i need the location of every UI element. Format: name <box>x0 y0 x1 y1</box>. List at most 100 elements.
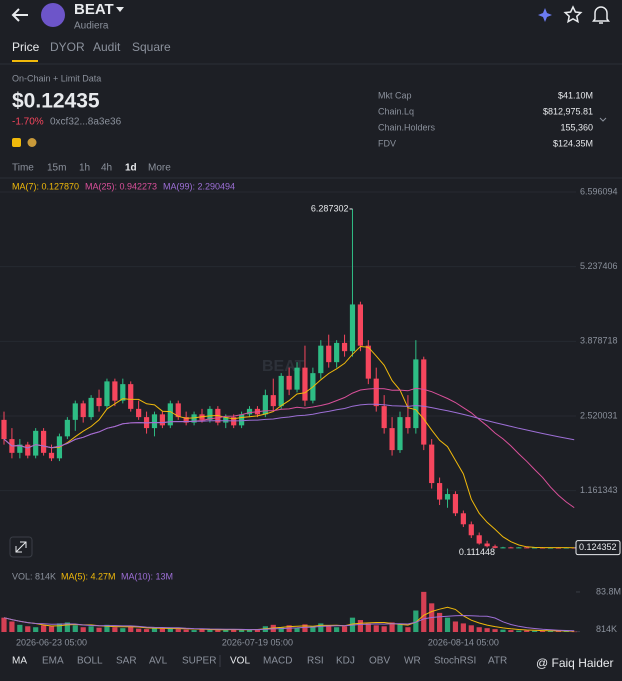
indicator-tab[interactable]: SAR <box>116 656 137 667</box>
candle-body <box>524 547 530 549</box>
volume-bar <box>199 629 205 632</box>
favorite-button[interactable] <box>563 5 583 24</box>
volume-bar <box>508 630 514 632</box>
volume-bar <box>365 623 371 632</box>
interval[interactable]: 1d <box>125 163 137 174</box>
ma-line <box>3 345 575 549</box>
indicator-tab[interactable]: StochRSI <box>434 656 476 667</box>
indicator-tab[interactable]: MACD <box>263 656 292 667</box>
volume-bar <box>341 626 348 632</box>
volume-bar <box>215 630 221 632</box>
candle-body <box>239 414 245 426</box>
indicator-tab[interactable]: MA <box>12 656 27 667</box>
candle-body <box>508 547 514 549</box>
volume-bar <box>492 629 498 632</box>
candle-body <box>357 304 363 346</box>
candle-body <box>349 304 356 352</box>
volume-ma-line <box>3 614 575 632</box>
tab[interactable]: Audit <box>93 40 121 54</box>
stat-value: $41.10M <box>558 90 593 100</box>
y-tick-label: 3.878718 <box>580 336 618 346</box>
badge <box>12 138 21 147</box>
interval[interactable]: Time <box>12 163 34 174</box>
candle-body <box>381 406 387 429</box>
fullscreen-bg[interactable] <box>9 536 33 558</box>
volume-ma-label: MA(5): 4.27M <box>61 571 116 581</box>
volume-bar <box>1 617 7 632</box>
indicator-tab[interactable]: RSI <box>307 656 324 667</box>
contract-address[interactable]: 0xcf32...8a3e36 <box>50 117 122 128</box>
indicator-tab[interactable]: BOLL <box>77 656 103 667</box>
low-label: 0.111448 <box>459 547 495 557</box>
y-tick-label: 5.237406 <box>580 261 618 271</box>
indicator-tab[interactable]: WR <box>404 656 421 667</box>
ai-button[interactable] <box>538 8 552 22</box>
indicator-tab[interactable]: SUPER <box>182 656 216 667</box>
volume-tick-label: 814K <box>596 624 617 634</box>
alert-button[interactable] <box>592 6 610 24</box>
volume-bar <box>357 620 363 632</box>
data-source[interactable]: On-Chain + Limit Data <box>12 73 101 83</box>
fullscreen-button[interactable] <box>15 541 27 553</box>
indicator-tab[interactable]: VOL <box>230 656 250 667</box>
volume-bar <box>231 629 237 632</box>
token-name: BEAT <box>74 1 114 18</box>
candle-body <box>405 417 411 429</box>
volume-bar <box>389 622 395 632</box>
interval[interactable]: More <box>148 163 171 174</box>
volume-bar <box>539 631 546 632</box>
tab[interactable]: DYOR <box>50 40 85 54</box>
volume-bar <box>310 626 316 632</box>
candle-body <box>278 375 284 407</box>
candle-body <box>136 408 142 418</box>
volume-bar <box>25 626 31 632</box>
candle-body <box>159 414 165 426</box>
indicator-tab[interactable]: EMA <box>42 656 64 667</box>
volume-bar <box>326 625 332 632</box>
volume-bar <box>437 612 443 632</box>
volume-bar <box>532 630 538 632</box>
badge <box>27 138 37 147</box>
tab[interactable]: Price <box>12 40 40 54</box>
candle-body <box>183 417 189 423</box>
stat-label: FDV <box>378 138 396 148</box>
volume-bar <box>56 623 63 632</box>
last-price: 0.124352 <box>579 542 617 552</box>
indicator-tab[interactable]: KDJ <box>336 656 355 667</box>
volume-bar <box>191 630 197 632</box>
candle-body <box>48 452 55 459</box>
tab[interactable]: Square <box>132 40 171 54</box>
interval[interactable]: 4h <box>101 163 112 174</box>
volume-bar <box>223 629 229 632</box>
candle-body <box>223 417 229 423</box>
indicator-tab[interactable]: AVL <box>149 656 168 667</box>
candle-body <box>334 342 340 363</box>
volume-bar <box>104 624 110 632</box>
volume-bar <box>516 630 522 632</box>
volume-bar <box>48 626 55 632</box>
interval[interactable]: 1h <box>79 163 90 174</box>
volume-bar <box>318 623 324 632</box>
candle-body <box>444 494 451 500</box>
candle-body <box>421 359 427 445</box>
candle-body <box>532 547 538 549</box>
back-button[interactable] <box>11 8 28 22</box>
volume-bar <box>167 627 173 632</box>
interval[interactable]: 15m <box>47 163 66 174</box>
indicator-tab[interactable]: ATR <box>488 656 507 667</box>
volume-tick-label: 83.8M <box>596 586 621 596</box>
stat-value: $124.35M <box>553 138 593 148</box>
volume-bar <box>136 628 142 632</box>
volume-bar <box>421 591 427 632</box>
candle-body <box>112 381 118 401</box>
indicator-tab[interactable]: OBV <box>369 656 390 667</box>
expand[interactable] <box>599 117 607 122</box>
volume-bar <box>175 629 181 632</box>
volume-bar <box>571 631 577 633</box>
candle-body <box>460 513 466 525</box>
dropdown[interactable] <box>116 7 124 12</box>
volume-bar <box>239 630 245 632</box>
candle-body <box>318 345 324 374</box>
